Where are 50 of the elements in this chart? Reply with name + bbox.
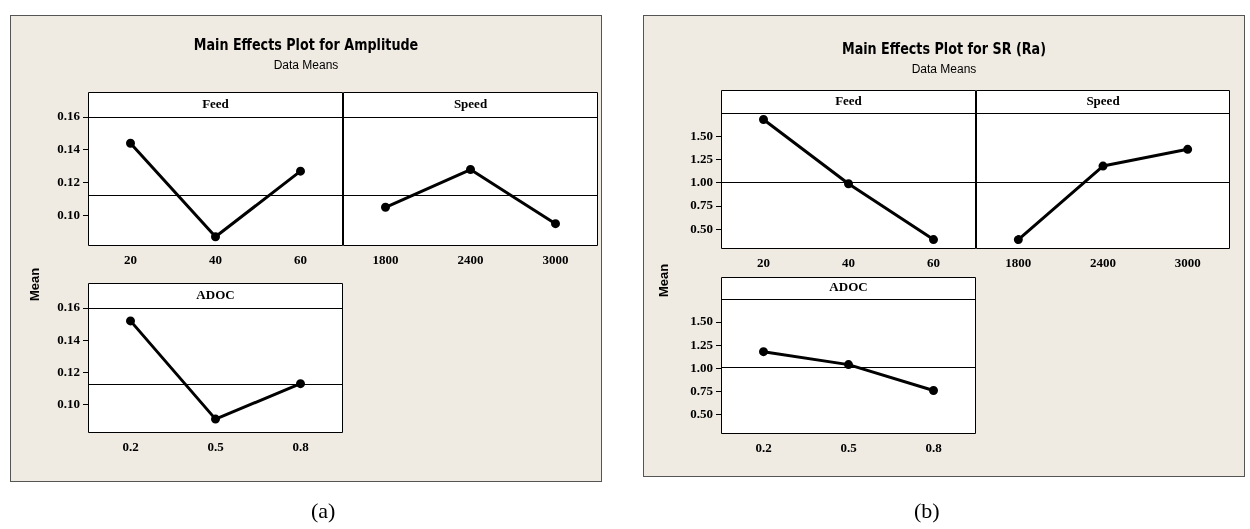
- y-tick-label: 1.00: [690, 359, 713, 375]
- chart-title: Speed: [453, 95, 488, 111]
- chart-title: ADOC: [196, 286, 235, 302]
- x-tick-label: 20: [757, 255, 770, 271]
- x-tick-label: 3000: [1174, 255, 1201, 271]
- y-tick-label: 0.50: [690, 220, 713, 236]
- x-tick-label: 0.5: [207, 439, 225, 455]
- x-tick-label: 2400: [1090, 255, 1116, 271]
- y-tick-label: 0.16: [57, 299, 81, 315]
- x-tick-label: 1800: [1005, 255, 1032, 271]
- x-tick-label: 2400: [457, 252, 484, 268]
- chart-title: Feed: [202, 95, 230, 111]
- y-tick-label: 0.14: [57, 331, 81, 347]
- y-tick-label: 0.75: [690, 382, 714, 398]
- y-tick-label: 1.00: [690, 174, 713, 190]
- y-tick-label: 1.25: [690, 150, 714, 166]
- x-tick-label: 60: [294, 252, 307, 268]
- x-tick-label: 0.8: [292, 439, 310, 455]
- chart-title: Feed: [835, 92, 863, 108]
- x-tick-label: 1800: [372, 252, 399, 268]
- y-tick-label: 0.10: [57, 206, 80, 222]
- y-tick-label: 0.16: [57, 108, 81, 124]
- chart-title: ADOC: [829, 279, 868, 295]
- text: Main Effects Plot for Amplitude: [192, 36, 420, 54]
- x-tick-label: 0.5: [840, 440, 858, 456]
- text: (b): [914, 498, 940, 524]
- y-tick-label: 0.10: [57, 395, 80, 411]
- y-tick-label: 0.14: [57, 141, 81, 157]
- y-tick-label: 0.75: [690, 197, 714, 213]
- x-tick-label: 40: [209, 252, 222, 268]
- x-tick-label: 20: [124, 252, 137, 268]
- y-tick-label: 0.12: [57, 363, 80, 379]
- text: Main Effects Plot for SR (Ra): [840, 40, 1048, 58]
- text: Data Means: [272, 58, 340, 72]
- y-tick-label: 1.25: [690, 336, 714, 352]
- y-tick-label: 0.50: [690, 405, 713, 421]
- y-tick-label: 1.50: [690, 127, 713, 143]
- y-tick-label: 1.50: [690, 313, 713, 329]
- text: Data Means: [910, 62, 978, 76]
- chart-title: Speed: [1086, 92, 1121, 108]
- text: (a): [311, 498, 336, 524]
- x-tick-label: 40: [842, 255, 855, 271]
- x-tick-label: 0.8: [925, 440, 943, 456]
- x-tick-label: 0.2: [122, 439, 139, 455]
- y-tick-label: 0.12: [57, 174, 80, 189]
- y-axis-title: Mean: [27, 267, 43, 302]
- x-tick-label: 3000: [542, 252, 569, 268]
- x-tick-label: 0.2: [755, 440, 772, 456]
- x-tick-label: 60: [927, 255, 940, 271]
- y-axis-title: Mean: [656, 263, 672, 298]
